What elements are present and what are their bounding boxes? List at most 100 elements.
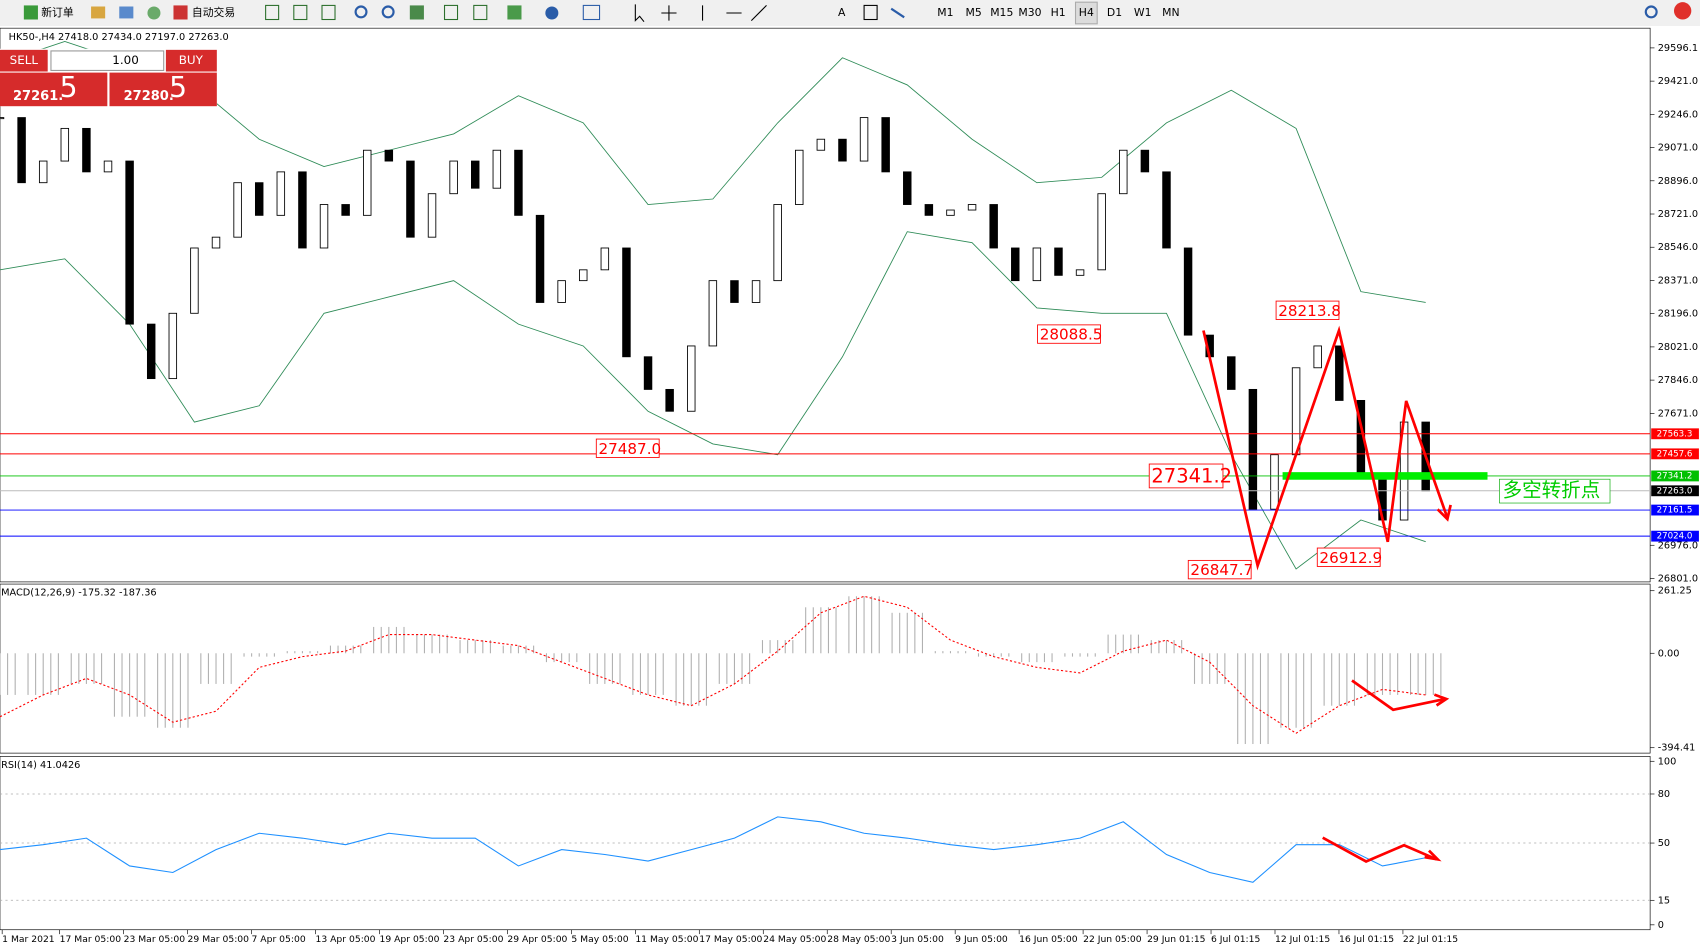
timeframe-button[interactable]: D1 <box>1107 6 1122 19</box>
timeframe-button[interactable]: H4 <box>1079 6 1094 19</box>
notifications[interactable] <box>1673 2 1692 20</box>
timeframe-button[interactable]: M5 <box>965 6 981 19</box>
text-tool[interactable]: A <box>838 6 846 19</box>
rsi-line <box>0 816 1426 883</box>
tool-icon[interactable] <box>293 4 308 21</box>
sell-button[interactable] <box>0 49 48 72</box>
x-tick-label: 29 Apr 05:00 <box>507 934 567 945</box>
y-tick-label: 261.25 <box>1658 586 1692 597</box>
plot-layer: HK50-,H4 27418.0 27434.0 27197.0 27263.0… <box>0 32 1699 945</box>
tool-icon[interactable] <box>409 5 424 20</box>
candle <box>82 127 91 173</box>
timeframe-button[interactable]: M15 <box>990 6 1013 19</box>
auto-trading-icon[interactable] <box>173 5 188 20</box>
candle <box>449 160 458 195</box>
tool-icon[interactable] <box>507 5 522 20</box>
indicator-title: MACD(12,26,9) -175.32 -187.36 <box>1 588 157 599</box>
candle <box>0 117 5 120</box>
tool-icon[interactable] <box>443 4 459 21</box>
search[interactable] <box>1644 5 1658 19</box>
tool-icon[interactable] <box>321 4 336 21</box>
y-tick-label: 15 <box>1658 895 1670 906</box>
label-tool[interactable] <box>863 4 878 21</box>
candle <box>341 204 350 216</box>
candle <box>190 247 199 314</box>
timeframe-button[interactable]: MN <box>1162 6 1179 19</box>
x-tick-label: 13 Apr 05:00 <box>315 934 375 945</box>
bid-price-last[interactable]: 5 <box>60 71 78 104</box>
x-tick-label: 9 Jun 05:00 <box>955 934 1008 945</box>
timeframe-button[interactable]: M30 <box>1018 6 1041 19</box>
zoom-out[interactable] <box>381 5 395 19</box>
line-tools[interactable] <box>702 5 767 21</box>
price-annotation-box <box>1148 463 1224 489</box>
y-tick-label: 0 <box>1658 920 1664 931</box>
y-tick-label: 28021.0 <box>1658 342 1698 353</box>
ask-price-last[interactable]: 5 <box>169 71 187 104</box>
candle <box>579 269 588 282</box>
auto-trading-button[interactable]: 自动交易 <box>192 5 235 19</box>
candle <box>1032 247 1042 282</box>
price-annotation-box <box>1187 559 1252 580</box>
candle <box>1183 247 1193 336</box>
zoom-in[interactable] <box>354 5 368 19</box>
macd-arrow-path <box>1351 679 1446 712</box>
macd-panel <box>0 583 1651 754</box>
timeframe-button[interactable]: H1 <box>1051 6 1066 19</box>
timeframe-button[interactable]: W1 <box>1134 6 1152 19</box>
new-order-icon[interactable] <box>23 5 38 20</box>
tool-icon[interactable] <box>147 6 161 20</box>
price-arrow-path <box>1202 325 1449 571</box>
x-tick-label: 1 Mar 2021 <box>2 934 55 945</box>
tool-icon[interactable] <box>473 4 488 21</box>
volume-input[interactable] <box>50 50 165 71</box>
candle <box>1119 149 1128 195</box>
candle <box>903 171 912 205</box>
candle <box>38 160 48 184</box>
y-tick-label: 29596.1 <box>1658 43 1698 54</box>
y-tick-label: 29421.0 <box>1658 76 1698 87</box>
chart-title: HK50-,H4 27418.0 27434.0 27197.0 27263.0 <box>9 32 229 43</box>
cursor-tool[interactable] <box>634 4 645 23</box>
bid-box[interactable] <box>0 72 108 107</box>
buy-label[interactable]: BUY <box>179 53 204 67</box>
candle <box>687 345 696 412</box>
candle <box>1140 149 1150 173</box>
ask-price[interactable]: 27280. <box>124 89 174 104</box>
candle <box>1291 367 1301 456</box>
y-tick-label: 28896.0 <box>1658 176 1698 187</box>
turning-point-bar <box>1282 472 1488 480</box>
ask-box[interactable] <box>109 72 217 107</box>
sell-label[interactable]: SELL <box>10 53 39 67</box>
bid-price[interactable]: 27261. <box>13 89 63 104</box>
new-order-button[interactable]: 新订单 <box>41 5 74 19</box>
x-tick-label: 19 Apr 05:00 <box>379 934 439 945</box>
price-annotation: 28088.5 <box>1040 326 1103 344</box>
price-annotation: 26912.9 <box>1319 549 1382 567</box>
arrow-tool[interactable] <box>890 7 905 19</box>
tool-icon[interactable] <box>91 6 106 19</box>
x-tick-label: 29 Mar 05:00 <box>188 934 250 945</box>
timeframe-button[interactable]: M1 <box>937 6 953 19</box>
price-level-label: 27024.0 <box>1657 532 1693 542</box>
tool-icon[interactable] <box>582 4 601 21</box>
candle <box>751 280 761 303</box>
y-tick-label: 27671.0 <box>1658 408 1698 419</box>
tool-icon[interactable] <box>545 6 559 20</box>
crosshair-tool[interactable] <box>661 5 677 21</box>
macd-signal <box>0 595 1426 734</box>
price-annotation-box <box>1037 324 1101 344</box>
x-tick-label: 28 May 05:00 <box>827 934 890 945</box>
tool-icon[interactable] <box>119 6 134 19</box>
candle <box>103 160 113 173</box>
candle <box>1335 345 1344 401</box>
y-tick-label: 80 <box>1658 789 1670 800</box>
price-level-tag <box>1651 470 1699 482</box>
candle <box>168 312 178 380</box>
volume-value[interactable]: 1.00 <box>112 53 139 67</box>
buy-button[interactable] <box>165 49 217 72</box>
candle <box>406 160 415 238</box>
toolbar: 新订单 自动交易 A M1 M5 M15 M30 H1 H4 D1 W1 MN <box>0 0 1700 27</box>
tool-icon[interactable] <box>265 4 280 21</box>
